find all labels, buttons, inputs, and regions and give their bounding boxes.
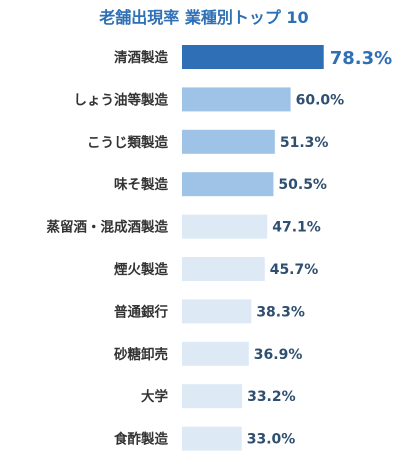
- bar: [182, 214, 268, 239]
- category-label: 食酢製造: [114, 431, 168, 448]
- bar: [182, 87, 291, 112]
- value-label: 47.1%: [272, 220, 321, 236]
- category-label: 大学: [141, 388, 168, 405]
- value-label: 33.2%: [247, 389, 296, 405]
- value-label: 51.3%: [280, 135, 329, 151]
- category-label: しょう油等製造: [74, 91, 169, 108]
- bar: [182, 172, 274, 197]
- bar: [182, 426, 242, 451]
- value-label: 60.0%: [296, 92, 345, 108]
- category-label: 味そ製造: [114, 176, 168, 193]
- category-label: 普通銀行: [114, 303, 168, 320]
- bar: [182, 384, 243, 409]
- value-label: 36.9%: [254, 347, 303, 363]
- bar: [182, 341, 249, 366]
- category-label: こうじ類製造: [87, 134, 168, 151]
- bar: [182, 299, 252, 324]
- category-label: 清酒製造: [114, 49, 168, 66]
- bars-group: 清酒製造 78.3% しょう油等製造 60.0% こうじ類製造 51.3% 味そ製造 50.5…: [47, 45, 392, 451]
- value-label: 38.3%: [256, 304, 305, 320]
- bar: [182, 45, 324, 69]
- value-label: 33.0%: [247, 432, 296, 448]
- bar: [182, 129, 275, 154]
- value-label: 78.3%: [330, 48, 392, 69]
- value-label: 50.5%: [278, 177, 327, 193]
- value-label: 45.7%: [270, 262, 319, 278]
- bar: [182, 257, 265, 281]
- category-label: 砂糖卸売: [114, 346, 168, 363]
- category-label: 蒸留酒・混成酒製造: [47, 219, 169, 236]
- chart-title: 老舗出現率 業種別トップ 10: [98, 8, 308, 27]
- category-label: 煙火製造: [114, 261, 168, 278]
